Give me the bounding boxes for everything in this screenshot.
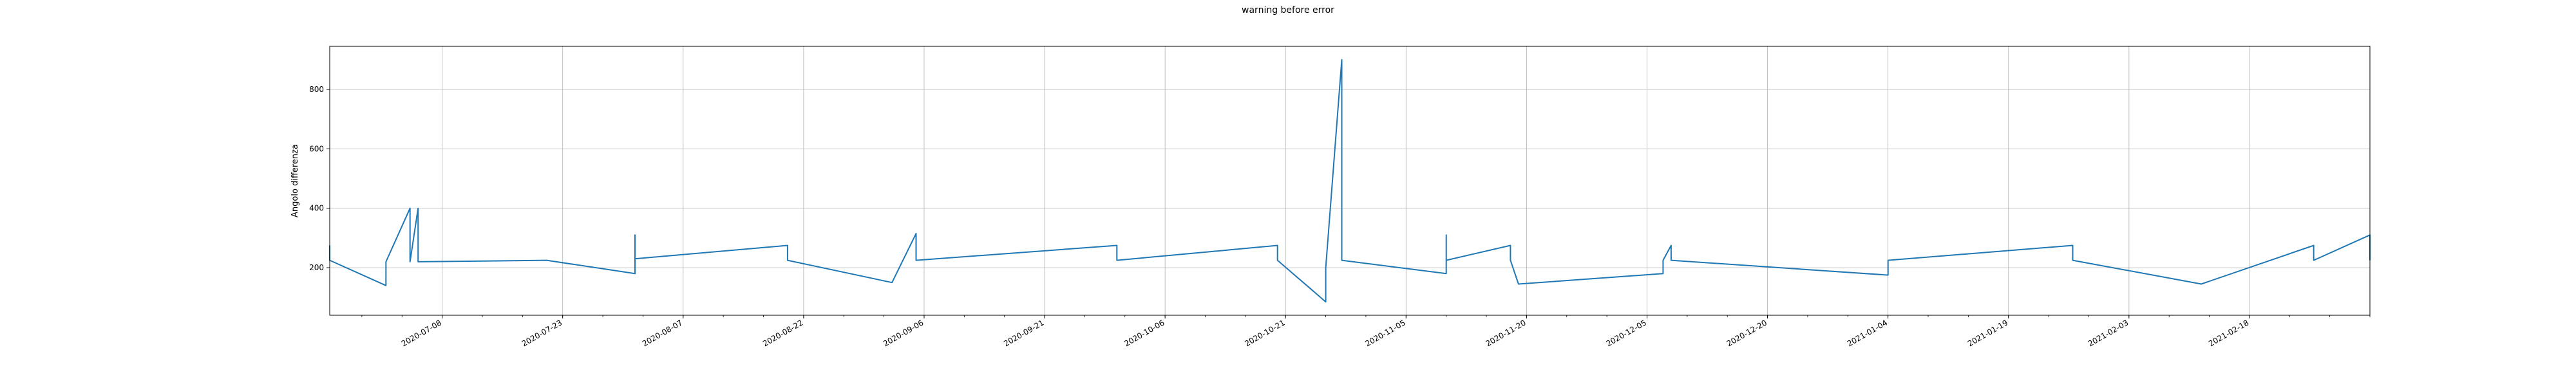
x-tick-label: 2020-12-05 — [1605, 318, 1648, 348]
y-axis-ticks: 200 400 600 800 — [309, 85, 330, 272]
x-axis-ticks: 2020-07-08 2020-07-23 2020-08-07 2020-08-22… — [361, 315, 2371, 348]
y-tick-label: 800 — [309, 85, 324, 94]
x-tick-label: 2020-09-21 — [1002, 318, 1045, 348]
x-tick-label: 2020-08-22 — [761, 318, 804, 348]
x-tick-label: 2020-10-21 — [1243, 318, 1286, 348]
y-tick-label: 200 — [309, 263, 324, 272]
x-tick-label: 2021-01-19 — [1966, 318, 2009, 348]
y-tick-label: 400 — [309, 204, 324, 213]
x-tick-label: 2020-07-08 — [400, 318, 443, 348]
x-tick-label: 2021-02-18 — [2207, 318, 2250, 348]
x-tick-label: 2021-01-04 — [1846, 318, 1889, 348]
x-tick-label: 2021-02-03 — [2087, 318, 2130, 348]
plot-frame — [329, 46, 2371, 316]
grid — [330, 46, 2370, 315]
x-tick-label: 2020-11-20 — [1484, 318, 1527, 348]
series-line — [329, 59, 2371, 303]
x-tick-label: 2020-08-07 — [641, 318, 684, 348]
series-layer — [329, 59, 2371, 303]
chart-title: warning before error — [1242, 5, 1334, 15]
x-tick-label: 2020-12-20 — [1725, 318, 1768, 348]
y-tick-label: 600 — [309, 144, 324, 153]
x-tick-label: 2020-09-06 — [882, 318, 925, 348]
y-axis-label: Angolo differenza — [290, 144, 300, 217]
x-tick-label: 2020-11-05 — [1363, 318, 1406, 348]
x-tick-label: 2020-07-23 — [520, 318, 564, 348]
x-tick-label: 2020-10-06 — [1122, 318, 1166, 348]
